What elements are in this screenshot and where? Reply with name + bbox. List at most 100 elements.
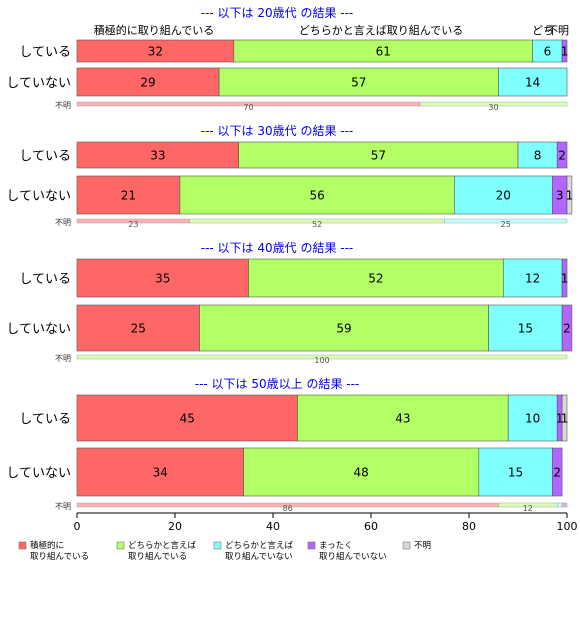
legend-swatch — [402, 541, 411, 550]
data-label: 2 — [558, 149, 566, 163]
data-label: 32 — [148, 45, 163, 59]
unknown-segment — [419, 101, 568, 107]
x-tick-label: 80 — [462, 520, 476, 533]
top-header-2: どち — [532, 24, 554, 37]
x-tick-label: 100 — [557, 520, 578, 533]
group-3: --- 以下は 50歳以上 の結果 --- している 45 43 10 11 していない 34… — [6, 377, 568, 513]
data-label: 25 — [131, 322, 146, 336]
legend-label: 取り組んでいない — [319, 551, 387, 562]
unknown-data-label: 25 — [501, 220, 511, 229]
legend-label: 積極的に — [30, 540, 64, 551]
data-label: 8 — [534, 149, 542, 163]
bar-segment — [248, 258, 504, 298]
unknown-data-label: 100 — [314, 356, 329, 365]
data-label: 10 — [525, 412, 540, 426]
x-tick-label: 60 — [364, 520, 378, 533]
unknown-segment — [557, 502, 563, 508]
data-label: 6 — [544, 45, 552, 59]
data-label: 1 — [566, 189, 574, 203]
data-label: 1 — [561, 412, 569, 426]
unknown-data-label: 70 — [243, 103, 253, 112]
data-label: 59 — [336, 322, 351, 336]
data-label: 57 — [351, 76, 366, 90]
bar-segment — [179, 175, 455, 215]
group-title: --- 以下は 30歳代 の結果 --- — [201, 124, 354, 138]
legend-label: 不明 — [414, 541, 431, 551]
legend-label: どちらかと言えば — [225, 540, 294, 551]
data-label: 29 — [140, 76, 155, 90]
unknown-row-label: 不明 — [55, 354, 71, 363]
x-tick-label: 40 — [266, 520, 280, 533]
unknown-data-label: 23 — [128, 220, 138, 229]
row-label: していない — [6, 322, 71, 337]
row-label: している — [19, 45, 71, 60]
data-label: 35 — [155, 272, 170, 286]
x-tick-label: 20 — [168, 520, 182, 533]
legend-item: 積極的に取り組んでいる — [18, 540, 89, 562]
legend-label: 取り組んでいる — [128, 551, 187, 562]
row-label: していない — [6, 466, 71, 481]
data-label: 43 — [395, 412, 410, 426]
data-label: 21 — [121, 189, 136, 203]
bar-segment — [76, 141, 239, 169]
data-label: 45 — [180, 412, 195, 426]
bar-segment — [453, 175, 553, 215]
data-label: 48 — [354, 466, 369, 480]
bar-segment — [556, 141, 568, 169]
bar-segment — [488, 304, 563, 352]
data-label: 34 — [153, 466, 168, 480]
data-label: 20 — [496, 189, 511, 203]
bar-segment — [502, 258, 563, 298]
data-label: 57 — [371, 149, 386, 163]
data-label: 14 — [525, 76, 540, 90]
bar-segment — [243, 447, 480, 497]
data-label: 12 — [525, 272, 540, 286]
legend-label: 取り組んでいない — [225, 551, 293, 562]
data-label: 15 — [508, 466, 523, 480]
bar-segment — [566, 175, 573, 215]
unknown-row-label: 不明 — [55, 502, 71, 511]
data-label: 52 — [368, 272, 383, 286]
data-label: 1 — [556, 412, 564, 426]
legend-label: どちらかと言えば — [128, 540, 197, 551]
bar-segment — [507, 394, 558, 442]
group-title: --- 以下は 20歳代 の結果 --- — [201, 6, 354, 20]
row-label: していない — [6, 76, 71, 91]
unknown-segment — [76, 354, 568, 360]
legend-item: どちらかと言えば取り組んでいる — [116, 540, 197, 562]
unknown-data-label: 86 — [283, 504, 293, 513]
bar-segment — [561, 258, 568, 298]
unknown-data-label: 52 — [312, 220, 322, 229]
legend-item: 不明 — [402, 541, 431, 551]
legend: 積極的に取り組んでいるどちらかと言えば取り組んでいるどちらかと言えば取り組んでい… — [18, 540, 431, 562]
data-label: 56 — [309, 189, 324, 203]
row-label: している — [19, 412, 71, 427]
legend-swatch — [18, 541, 27, 550]
x-tick-label: 0 — [74, 520, 81, 533]
legend-label: 取り組んでいる — [30, 551, 89, 562]
unknown-segment — [561, 502, 568, 508]
data-label: 1 — [561, 45, 569, 59]
legend-swatch — [116, 541, 125, 550]
legend-label: まったく — [319, 541, 353, 551]
top-header-3: 不明 — [547, 24, 569, 37]
unknown-row-label: 不明 — [55, 218, 71, 227]
group-title: --- 以下は 50歳以上 の結果 --- — [195, 377, 360, 391]
bar-segment — [76, 67, 220, 97]
unknown-data-label: 30 — [488, 103, 498, 112]
data-label: 3 — [556, 189, 564, 203]
bar-segment — [561, 304, 573, 352]
unknown-segment — [444, 218, 568, 224]
unknown-row-label: 不明 — [55, 101, 71, 110]
bar-segment — [551, 447, 563, 497]
row-label: している — [19, 149, 71, 164]
bar-segment — [76, 447, 244, 497]
row-label: していない — [6, 189, 71, 204]
group-title: --- 以下は 40歳代 の結果 --- — [201, 241, 354, 255]
bar-segment — [498, 67, 568, 97]
data-label: 2 — [563, 322, 571, 336]
bar-segment — [561, 394, 568, 442]
